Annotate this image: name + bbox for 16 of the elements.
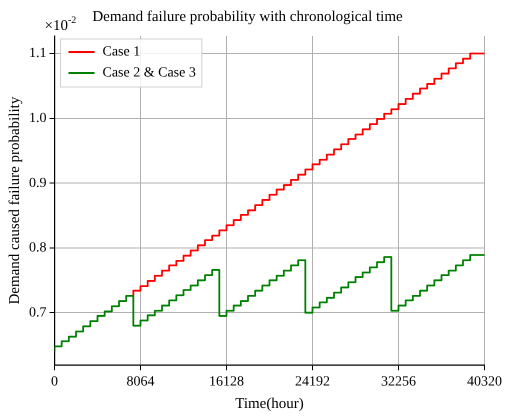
x-tick-label: 24192 [295,374,330,390]
x-tick-label: 40320 [467,374,502,390]
y-tick-label: 1.0 [29,110,46,126]
x-tick-label: 8064 [126,374,154,390]
y-tick-label: 0.7 [29,305,46,320]
y-tick-label: 1.1 [29,46,46,62]
legend-label: Case 2 & Case 3 [102,66,196,81]
x-tick-label: 16128 [209,374,244,390]
y-tick-label: 0.8 [29,240,46,256]
x-tick-label: 0 [51,374,58,390]
x-tick-label: 32256 [381,374,416,390]
x-axis-title: Time(hour) [235,396,304,412]
y-axis-title: Demand caused failure probability [6,96,23,305]
chart-title: Demand failure probability with chronological time [92,8,404,25]
legend-label: Case 1 [102,44,140,60]
y-tick-label: 0.9 [29,176,46,191]
